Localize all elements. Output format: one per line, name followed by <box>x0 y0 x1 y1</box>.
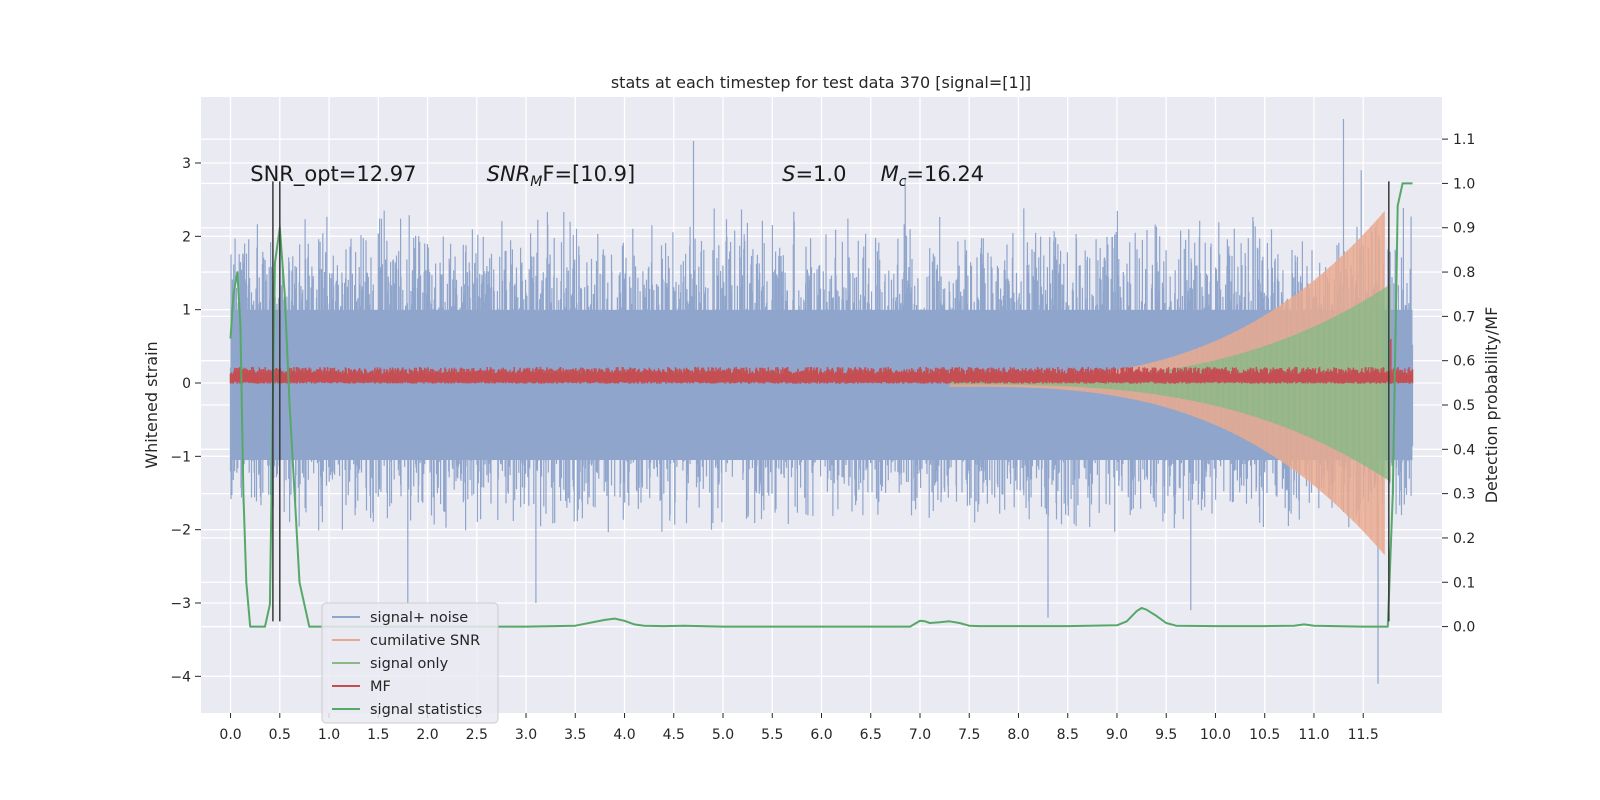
series-mf <box>229 339 1414 384</box>
annotation-snr_opt: SNR_opt=12.97 <box>250 162 416 187</box>
vertical-markers <box>272 181 1390 622</box>
annotation-mc: Mc=16.24 <box>881 162 985 190</box>
x-tick-label: 5.5 <box>761 727 783 743</box>
y-tick-label: −2 <box>170 523 191 539</box>
x-tick-label: 5.0 <box>712 727 734 743</box>
series-layer <box>229 119 1414 684</box>
x-tick-label: 9.0 <box>1106 727 1128 743</box>
y-tick-label: 1 <box>182 303 191 319</box>
x-tick-label: 4.0 <box>613 727 635 743</box>
annotation-snr_mf: SNRMF=[10.9] <box>487 162 636 190</box>
y2-axis-ticks: 0.0 0.1 0.2 0.3 0.4 0.5 0.6 0.7 0.8 0.9 1.0 1.1 <box>1442 132 1475 636</box>
legend-label: signal only <box>370 656 449 672</box>
x-tick-label: 7.0 <box>909 727 931 743</box>
chart-title: stats at each timestep for test data 370… <box>611 73 1031 92</box>
y2-tick-label: 0.2 <box>1453 531 1475 547</box>
annotation-mc-value: =16.24 <box>906 162 984 186</box>
annotation-mc-subscript: c <box>899 174 907 190</box>
y2-tick-label: 1.1 <box>1453 132 1475 148</box>
legend-label: MF <box>370 679 391 695</box>
y2-tick-label: 0.3 <box>1453 487 1475 503</box>
x-tick-label: 8.0 <box>1007 727 1029 743</box>
y2-axis-label: Detection probability/MF <box>1482 307 1501 504</box>
legend-label: signal statistics <box>370 702 482 718</box>
x-tick-label: 10.5 <box>1249 727 1280 743</box>
y-tick-label: −1 <box>170 449 191 465</box>
x-tick-label: 9.5 <box>1155 727 1177 743</box>
y-tick-label: −4 <box>170 669 191 685</box>
x-tick-label: 11.0 <box>1298 727 1329 743</box>
x-tick-label: 3.5 <box>564 727 586 743</box>
y-axis-ticks: −4 −3 −2 −1 0 1 2 3 <box>170 156 201 685</box>
y2-tick-label: 0.6 <box>1453 354 1475 370</box>
y2-tick-label: 0.5 <box>1453 398 1475 414</box>
annotation-s: S=1.0 <box>782 162 846 186</box>
annotation-snr_mf-value: F=[10.9] <box>542 162 635 186</box>
x-axis-ticks: 0.0 0.5 1.0 1.5 2.0 2.5 3.0 3.5 4.0 4.5 5.0 5.5 6.0 6… <box>219 713 1379 743</box>
y2-tick-label: 0.9 <box>1453 221 1475 237</box>
x-tick-label: 2.5 <box>466 727 488 743</box>
annotation-snr_mf-subscript: M <box>530 174 542 190</box>
y-tick-label: −3 <box>170 596 191 612</box>
y2-tick-label: 0.4 <box>1453 442 1475 458</box>
annotation-s-value: =1.0 <box>795 162 846 186</box>
legend-label: signal+ noise <box>370 610 468 626</box>
y-tick-label: 2 <box>182 229 191 245</box>
x-tick-label: 1.5 <box>367 727 389 743</box>
x-tick-label: 10.0 <box>1200 727 1231 743</box>
x-tick-label: 3.0 <box>515 727 537 743</box>
x-tick-label: 0.5 <box>269 727 291 743</box>
annotations: SNR_opt=12.97 SNRMF=[10.9] S=1.0 Mc=16.24 <box>250 162 984 190</box>
legend: signal+ noise cumilative SNR signal only MF… <box>321 602 499 724</box>
annotation-mc-symbol: M <box>881 162 899 186</box>
x-tick-label: 7.5 <box>958 727 980 743</box>
y2-tick-label: 0.8 <box>1453 265 1475 281</box>
y-tick-label: 0 <box>182 376 191 392</box>
legend-box <box>321 602 499 724</box>
x-tick-label: 8.5 <box>1057 727 1079 743</box>
x-tick-label: 4.5 <box>663 727 685 743</box>
x-tick-label: 1.0 <box>318 727 340 743</box>
x-tick-label: 2.0 <box>416 727 438 743</box>
y2-tick-label: 0.1 <box>1453 575 1475 591</box>
x-tick-label: 6.0 <box>810 727 832 743</box>
y2-tick-label: 1.0 <box>1453 176 1475 192</box>
y-axis-label: Whitened strain <box>142 341 161 468</box>
annotation-s-symbol: S <box>782 162 795 186</box>
x-tick-label: 6.5 <box>860 727 882 743</box>
x-tick-label: 11.5 <box>1348 727 1379 743</box>
y2-tick-label: 0.7 <box>1453 309 1475 325</box>
x-tick-label: 0.0 <box>219 727 241 743</box>
legend-label: cumilative SNR <box>370 633 480 649</box>
annotation-snr_mf-symbol: SNR <box>487 162 531 186</box>
y-tick-label: 3 <box>182 156 191 172</box>
y2-tick-label: 0.0 <box>1453 620 1475 636</box>
series-signal-statistics <box>229 182 1413 628</box>
